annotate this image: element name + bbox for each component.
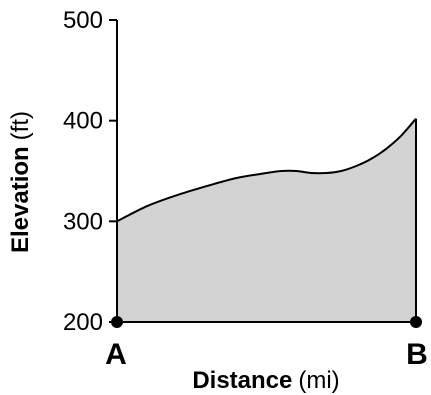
elevation-profile-line: [116, 118, 417, 223]
y-axis-title-main: Elevation: [7, 146, 34, 253]
axis-layer: [111, 20, 422, 328]
x-axis-title-main: Distance: [192, 367, 292, 394]
x-axis-title-unit: (mi): [298, 367, 339, 394]
area-layer: [116, 118, 417, 322]
y-tick-label: 400: [63, 108, 103, 135]
y-tick-label: 500: [63, 7, 103, 34]
tick-layer: 200 300 400 500: [63, 7, 117, 336]
y-tick-label: 200: [63, 309, 103, 336]
endpoint-label-end: B: [406, 338, 428, 371]
endpoint-dot-end: [410, 316, 422, 328]
y-tick-label: 300: [63, 208, 103, 235]
endpoint-label-start: A: [105, 338, 127, 371]
x-axis-title: Distance (mi): [192, 367, 339, 394]
elevation-area-fill: [117, 118, 416, 322]
y-axis-title-unit: (ft): [7, 111, 34, 140]
y-axis-title: Elevation (ft): [7, 111, 34, 253]
